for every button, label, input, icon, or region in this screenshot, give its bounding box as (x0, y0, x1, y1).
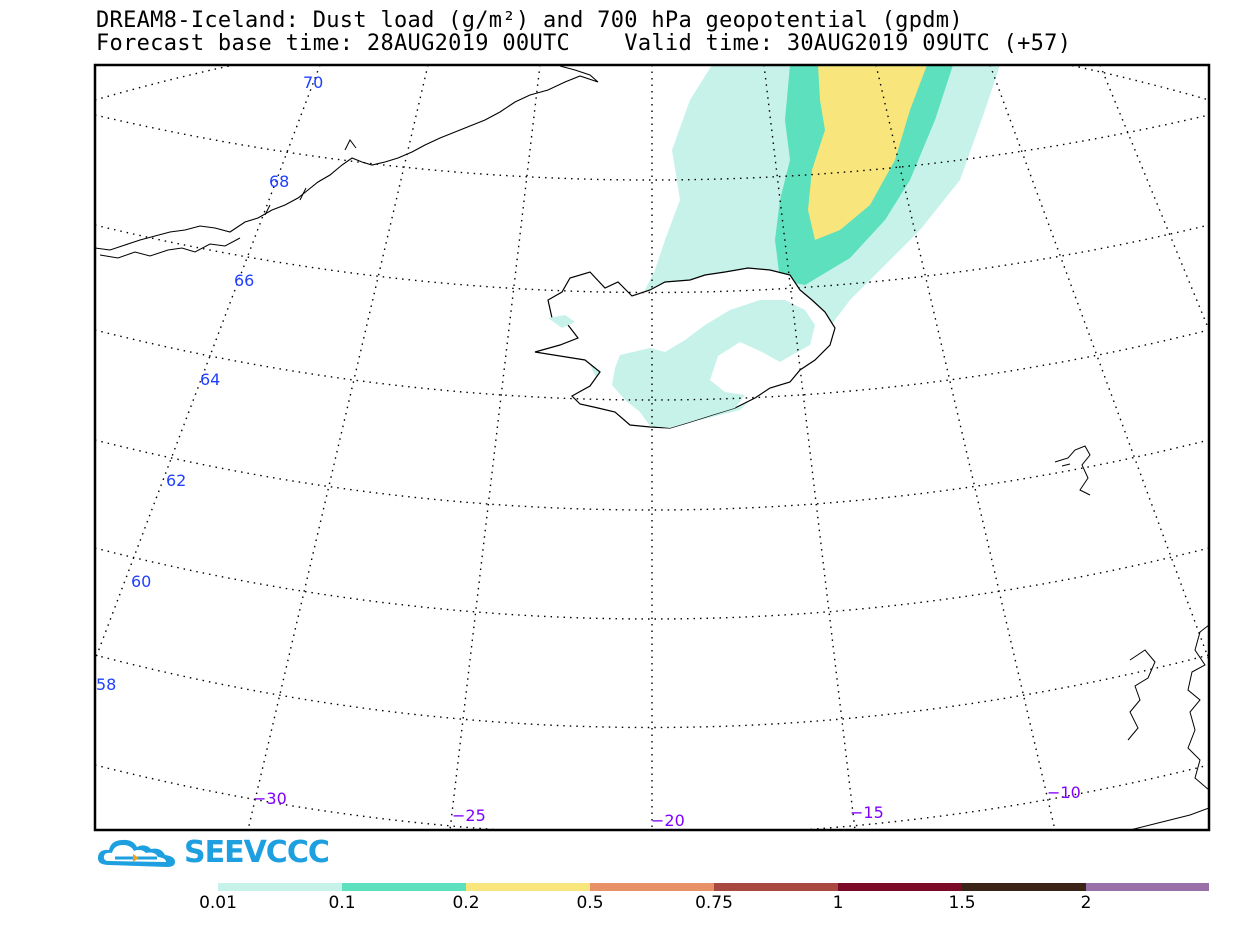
colorbar-segment-8 (1086, 883, 1209, 891)
colorbar-tick: 0.01 (199, 893, 237, 913)
colorbar-segment-7 (962, 883, 1086, 891)
lat-label-64: 64 (200, 370, 220, 389)
colorbar-tick: 1.5 (948, 893, 976, 913)
lon-label-20: −20 (651, 811, 685, 830)
greenland-coast (95, 65, 599, 251)
faroe-islands (1054, 445, 1091, 496)
latitude-grid (95, 65, 1209, 830)
lon-label-15: −15 (850, 803, 884, 822)
colorbar-tick: 1 (832, 893, 844, 913)
colorbar-tick: 0.75 (695, 893, 733, 913)
dust-contour-0.2 (808, 65, 927, 240)
map-frame (93, 63, 1211, 832)
longitude-grid (95, 65, 1209, 830)
dust-over-westfjords (548, 315, 575, 328)
lat-label-68: 68 (269, 172, 289, 191)
valid-time: Valid time: 30AUG2019 09UTC (+57) (624, 31, 1072, 56)
lat-label-58: 58 (96, 675, 116, 694)
lat-label-62: 62 (166, 471, 186, 490)
lon-label-25: −25 (452, 806, 486, 825)
colorbar-tick: 0.1 (328, 893, 356, 913)
lat-label-66: 66 (234, 271, 254, 290)
seevccc-logo-text: SEEVCCC (184, 835, 330, 870)
title-line-2: Forecast base time: 28AUG2019 00UTC Vali… (96, 31, 1071, 56)
forecast-base-time: Forecast base time: 28AUG2019 00UTC (96, 31, 571, 56)
colorbar-tick: 2 (1080, 893, 1092, 913)
colorbar-tick: 0.2 (452, 893, 480, 913)
colorbar-segment-1 (218, 883, 342, 891)
lon-label-30: −30 (253, 789, 287, 808)
scotland-coast (1127, 624, 1209, 830)
colorbar-tick: 0.5 (576, 893, 604, 913)
lat-label-70: 70 (303, 73, 323, 92)
map-content (95, 65, 1209, 830)
colorbar-segment-2 (342, 883, 466, 891)
colorbar-segment-4 (590, 883, 714, 891)
dust-over-iceland (612, 300, 815, 428)
greenland-fjord-detail (99, 139, 357, 259)
colorbar-segment-6 (838, 883, 962, 891)
lat-label-60: 60 (131, 572, 151, 591)
colorbar-segment-5 (714, 883, 838, 891)
cloud-logo-icon (97, 839, 175, 867)
colorbar-segment-3 (466, 883, 590, 891)
title-line-1: DREAM8-Iceland: Dust load (g/m²) and 700… (96, 8, 963, 33)
lon-label-10: −10 (1047, 783, 1081, 802)
